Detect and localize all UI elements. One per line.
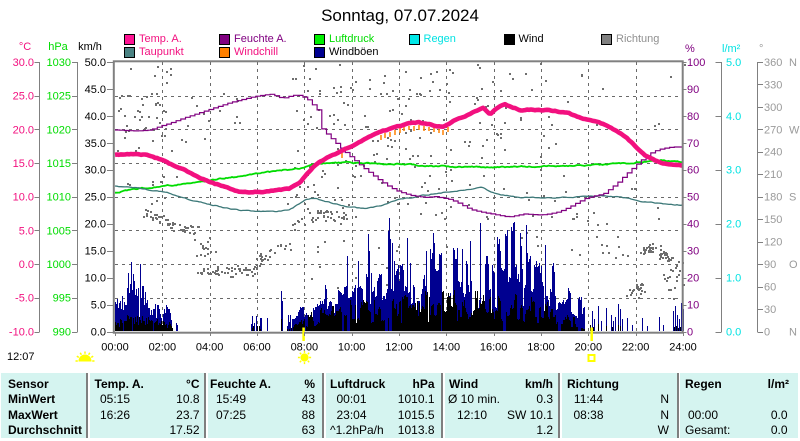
- svg-text:50: 50: [687, 192, 699, 204]
- svg-text:150: 150: [764, 214, 782, 226]
- svg-text:10:00: 10:00: [338, 342, 366, 354]
- svg-text:20: 20: [687, 273, 699, 285]
- svg-text:l/m²: l/m²: [722, 43, 741, 55]
- svg-text:-10.0: -10.0: [9, 326, 34, 338]
- svg-text:N: N: [789, 326, 797, 338]
- svg-text:08:00: 08:00: [291, 342, 319, 354]
- svg-text:5.0: 5.0: [19, 225, 34, 237]
- svg-text:25.0: 25.0: [13, 91, 34, 103]
- svg-text:60: 60: [764, 282, 776, 294]
- svg-text:45.0: 45.0: [85, 84, 106, 96]
- svg-text:°C: °C: [19, 41, 31, 53]
- svg-text:O: O: [789, 259, 798, 271]
- svg-text:5.0: 5.0: [91, 299, 106, 311]
- svg-text:1010: 1010: [47, 192, 71, 204]
- svg-text:22:00: 22:00: [622, 342, 650, 354]
- svg-text:0.0: 0.0: [19, 259, 34, 271]
- svg-text:1030: 1030: [47, 57, 71, 69]
- svg-text:100: 100: [687, 57, 705, 69]
- svg-text:4.0: 4.0: [726, 111, 741, 123]
- svg-text:15.0: 15.0: [85, 246, 106, 258]
- svg-text:330: 330: [764, 79, 782, 91]
- svg-text:40: 40: [687, 219, 699, 231]
- svg-text:0: 0: [687, 326, 693, 338]
- svg-text:15.0: 15.0: [13, 158, 34, 170]
- svg-text:N: N: [789, 57, 797, 69]
- svg-text:km/h: km/h: [78, 41, 102, 53]
- svg-text:1015: 1015: [47, 158, 71, 170]
- svg-text:120: 120: [764, 237, 782, 249]
- svg-text:20.0: 20.0: [13, 124, 34, 136]
- svg-text:10.0: 10.0: [13, 192, 34, 204]
- svg-text:3.0: 3.0: [726, 165, 741, 177]
- svg-text:1000: 1000: [47, 259, 71, 271]
- svg-text:990: 990: [53, 326, 71, 338]
- svg-text:90: 90: [687, 84, 699, 96]
- svg-text:20:00: 20:00: [575, 342, 603, 354]
- svg-text:10: 10: [687, 299, 699, 311]
- svg-text:0: 0: [764, 326, 770, 338]
- svg-text:35.0: 35.0: [85, 138, 106, 150]
- svg-text:06:00: 06:00: [243, 342, 271, 354]
- svg-text:30.0: 30.0: [85, 165, 106, 177]
- svg-text:240: 240: [764, 147, 782, 159]
- svg-text:-5.0: -5.0: [15, 293, 34, 305]
- svg-text:00:00: 00:00: [101, 342, 129, 354]
- svg-text:16:00: 16:00: [480, 342, 508, 354]
- svg-text:2.0: 2.0: [726, 219, 741, 231]
- svg-text:hPa: hPa: [48, 41, 68, 53]
- svg-text:70: 70: [687, 138, 699, 150]
- svg-text:02:00: 02:00: [149, 342, 177, 354]
- svg-text:14:00: 14:00: [433, 342, 461, 354]
- svg-text:300: 300: [764, 102, 782, 114]
- svg-text:210: 210: [764, 169, 782, 181]
- svg-text:°: °: [759, 43, 763, 55]
- svg-text:5.0: 5.0: [726, 57, 741, 69]
- svg-text:30.0: 30.0: [13, 57, 34, 69]
- svg-text:0.0: 0.0: [726, 326, 741, 338]
- svg-text:20.0: 20.0: [85, 219, 106, 231]
- svg-text:1020: 1020: [47, 124, 71, 136]
- svg-text:25.0: 25.0: [85, 192, 106, 204]
- svg-text:180: 180: [764, 192, 782, 204]
- svg-text:90: 90: [764, 259, 776, 271]
- svg-text:04:00: 04:00: [196, 342, 224, 354]
- svg-text:60: 60: [687, 165, 699, 177]
- svg-text:24:00: 24:00: [669, 342, 697, 354]
- svg-text:40.0: 40.0: [85, 111, 106, 123]
- svg-text:270: 270: [764, 124, 782, 136]
- svg-text:18:00: 18:00: [527, 342, 555, 354]
- svg-text:S: S: [789, 192, 796, 204]
- svg-text:30: 30: [687, 246, 699, 258]
- svg-text:%: %: [685, 43, 695, 55]
- svg-text:1025: 1025: [47, 91, 71, 103]
- svg-text:360: 360: [764, 57, 782, 69]
- svg-text:0.0: 0.0: [91, 326, 106, 338]
- svg-text:10.0: 10.0: [85, 273, 106, 285]
- svg-text:1.0: 1.0: [726, 273, 741, 285]
- svg-text:12:07: 12:07: [7, 351, 35, 363]
- svg-text:50.0: 50.0: [85, 57, 106, 69]
- svg-text:1005: 1005: [47, 225, 71, 237]
- svg-text:12:00: 12:00: [385, 342, 413, 354]
- svg-text:995: 995: [53, 293, 71, 305]
- svg-text:W: W: [789, 124, 800, 136]
- svg-text:80: 80: [687, 111, 699, 123]
- svg-text:30: 30: [764, 304, 776, 316]
